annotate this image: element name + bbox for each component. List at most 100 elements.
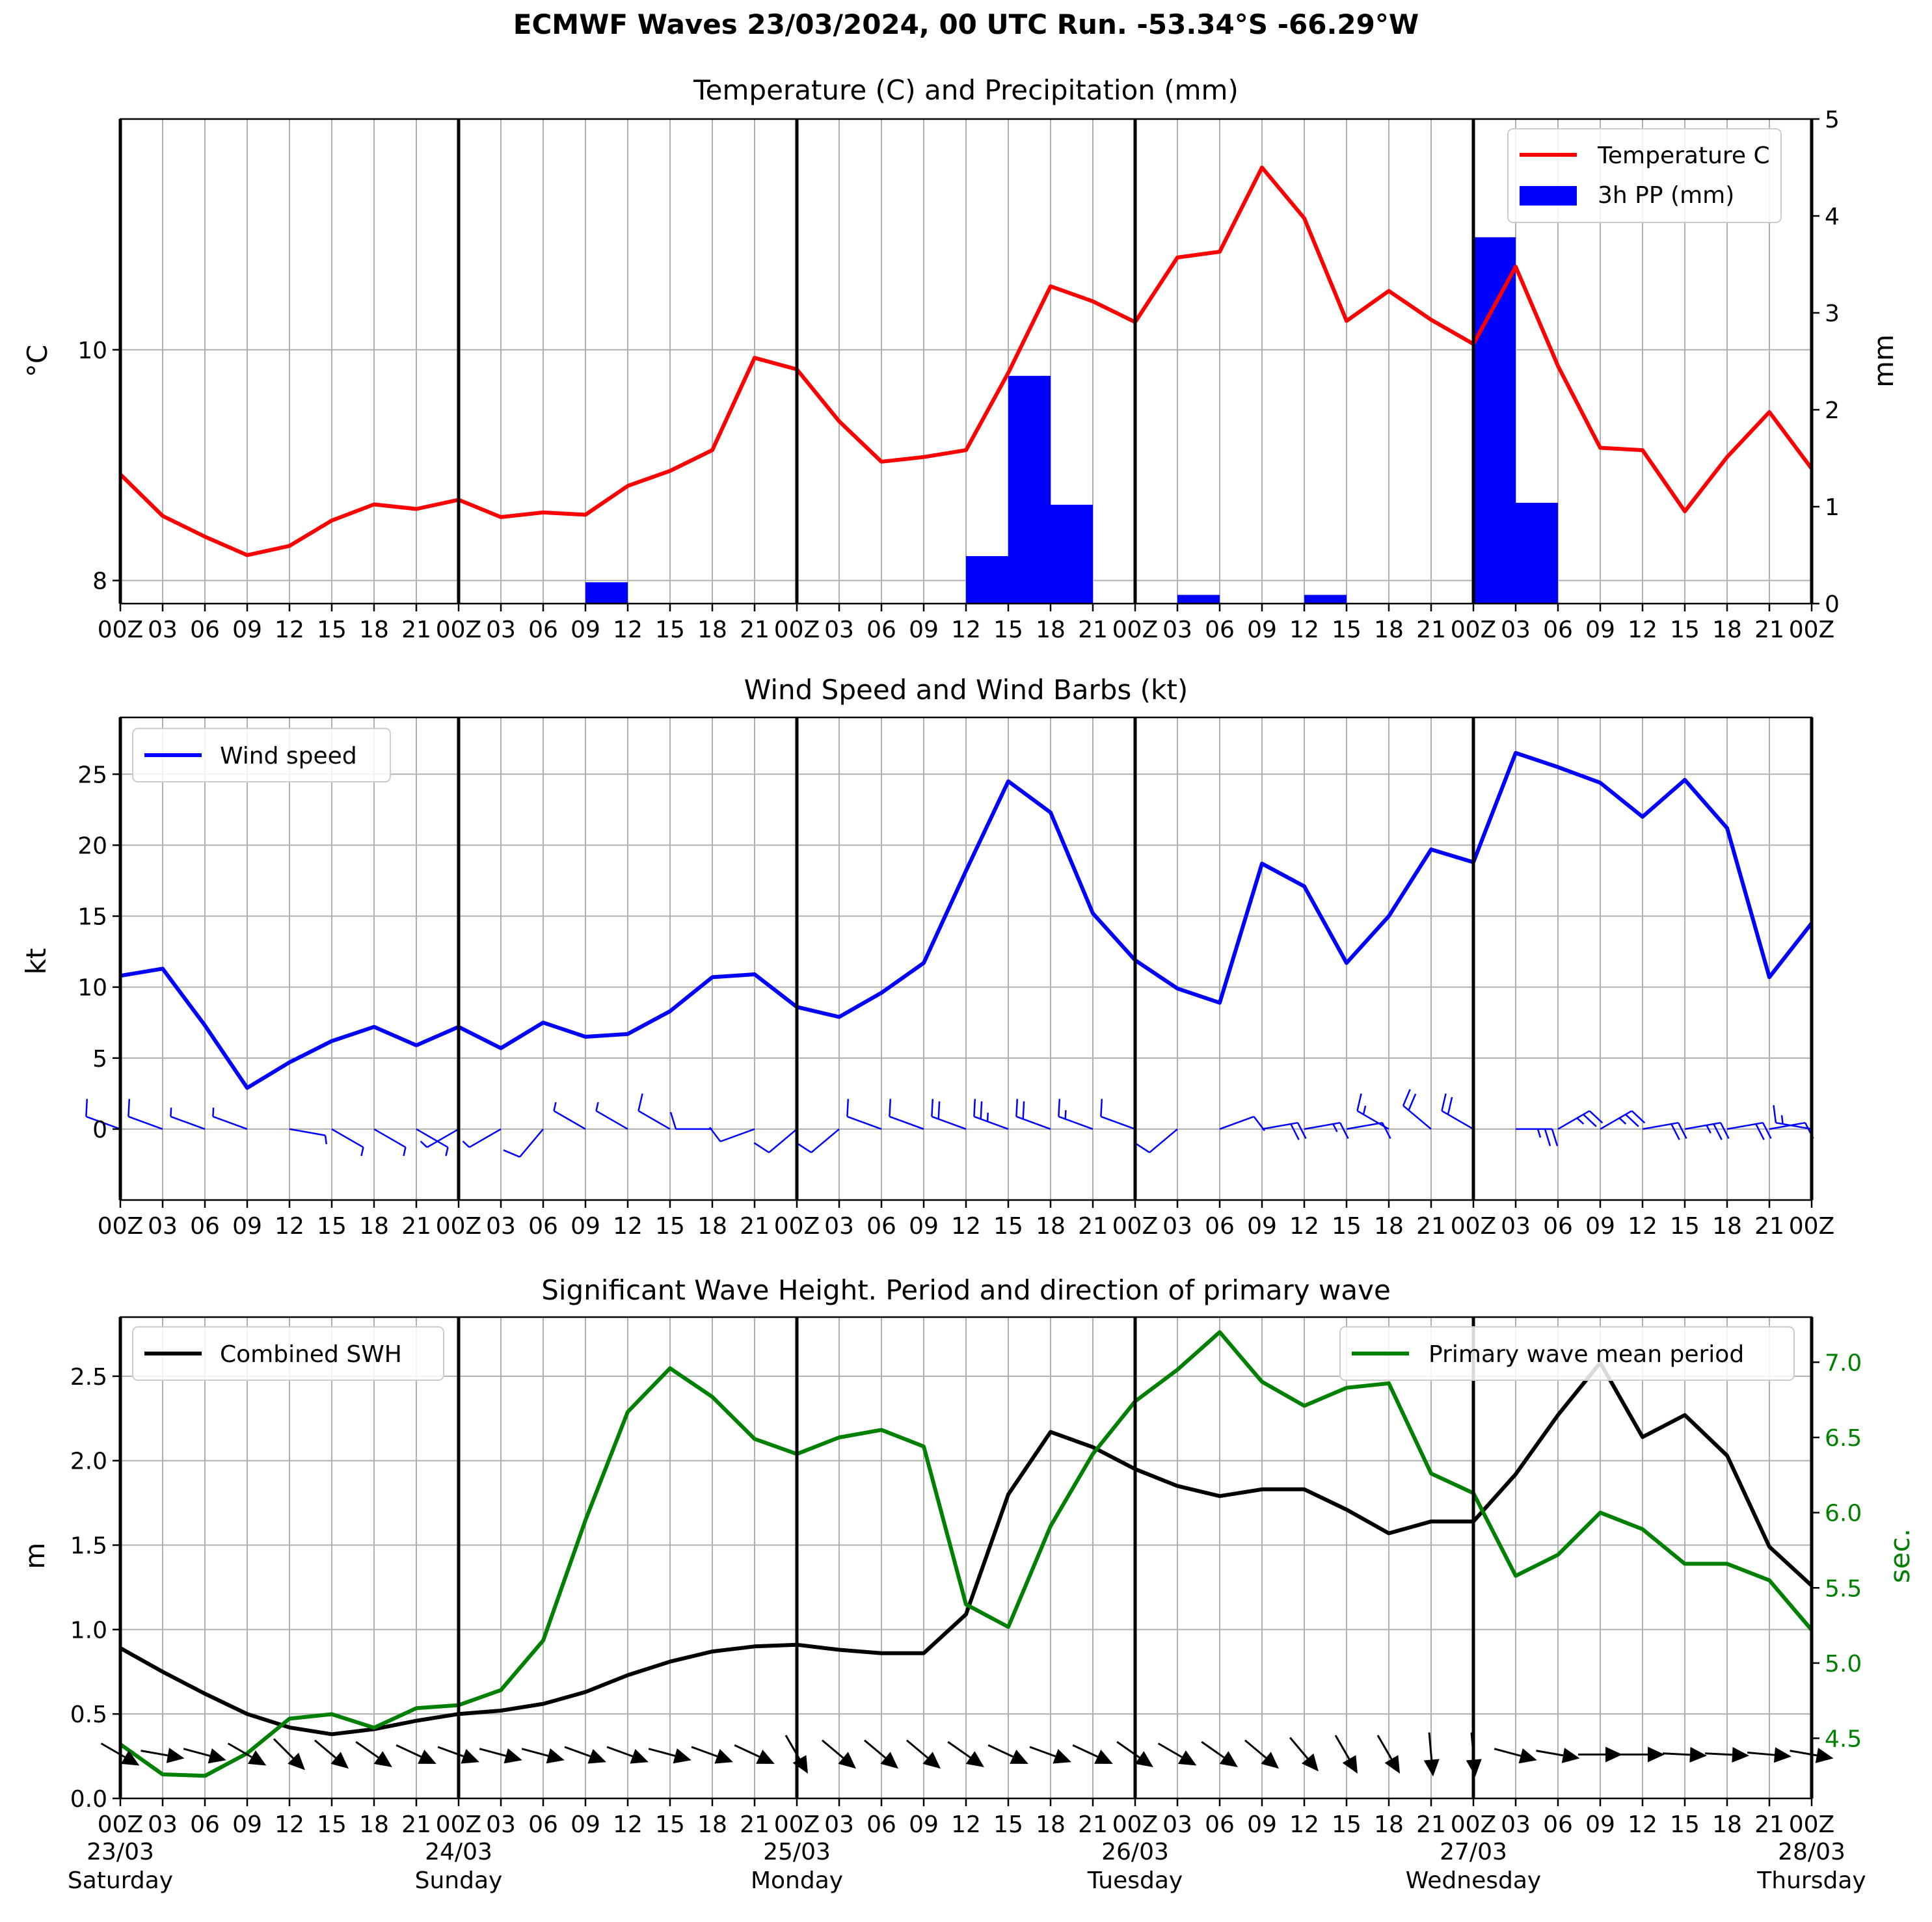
y-tick-label: 0	[92, 1117, 107, 1143]
y2-tick-label: 3	[1825, 300, 1840, 327]
wave-direction-arrow	[1747, 1747, 1791, 1763]
x-tick-label: 00Z	[436, 617, 481, 643]
wave-arrow-shaft	[273, 1738, 294, 1759]
x-tick-label: 12	[1628, 617, 1657, 643]
wind-barb	[331, 1128, 364, 1156]
wave-direction-arrow	[863, 1739, 898, 1769]
x-tick-label: 12	[613, 1811, 643, 1838]
x-tick-label: 09	[1585, 1811, 1615, 1838]
day-date-label: 25/03	[763, 1839, 831, 1865]
wave-direction-arrow	[1244, 1739, 1279, 1769]
wave-arrow-head	[1177, 1750, 1197, 1766]
x-tick-label: 09	[1247, 1213, 1277, 1240]
x-tick-label: 00Z	[98, 617, 143, 643]
wave-arrow-shaft	[1494, 1748, 1522, 1757]
wind-lines	[120, 751, 1814, 1090]
wind-barb	[1600, 1110, 1646, 1130]
x-tick-label: 00Z	[1789, 1213, 1834, 1240]
wave-direction-arrow	[906, 1739, 941, 1769]
wave-title: Significant Wave Height. Period and dire…	[541, 1274, 1391, 1306]
x-tick-label: 18	[359, 1213, 389, 1240]
wave-direction-arrow	[479, 1748, 522, 1764]
wave-arrow-head	[1732, 1746, 1749, 1763]
wave-arrow-head	[1261, 1752, 1279, 1769]
wave-arrow-shaft	[906, 1739, 929, 1759]
x-tick-label: 00Z	[1451, 1213, 1496, 1240]
wind-barb	[1015, 1099, 1051, 1130]
x-tick-label: 00Z	[436, 1811, 481, 1838]
x-tick-label: 12	[1289, 1811, 1319, 1838]
precip-legend-swatch	[1520, 186, 1577, 206]
x-tick-label: 06	[866, 1811, 896, 1838]
x-tick-label: 21	[401, 617, 431, 643]
x-tick-label: 15	[1670, 1811, 1700, 1838]
x-tick-label: 00Z	[1112, 1811, 1158, 1838]
wind-legend: Wind speed	[132, 728, 391, 782]
x-tick-label: 18	[359, 617, 389, 643]
wave-arrow-shaft	[691, 1746, 718, 1757]
x-tick-label: 21	[1416, 1213, 1446, 1240]
wind-barb	[373, 1128, 407, 1156]
day-name-label: Thursday	[1756, 1867, 1866, 1894]
wind-barb	[462, 1128, 502, 1148]
x-tick-label: 00Z	[1112, 1213, 1158, 1240]
wave-arrow-head	[546, 1748, 565, 1764]
wind-ylabel: kt	[20, 948, 52, 975]
y2-tick-label: 6.5	[1825, 1425, 1862, 1452]
wind-barb	[1516, 1128, 1559, 1147]
x-tick-label: 18	[1712, 617, 1742, 643]
wave-direction-arrow	[1578, 1746, 1622, 1763]
x-tick-label: 06	[528, 617, 558, 643]
wave-arrow-shaft	[821, 1739, 844, 1759]
y-tick-label: 10	[77, 338, 107, 364]
wind-barb	[1058, 1099, 1093, 1130]
wave-direction-arrows	[100, 1732, 1834, 1777]
x-tick-label: 03	[486, 617, 516, 643]
x-tick-label: 18	[1374, 1811, 1404, 1838]
wind-barb	[170, 1108, 206, 1130]
day-name-label: Wednesday	[1406, 1867, 1541, 1894]
x-tick-label: 09	[1585, 617, 1615, 643]
wave-arrow-head	[373, 1751, 392, 1767]
wave-arrow-shaft	[987, 1744, 1013, 1758]
wave-arrow-shaft	[1157, 1742, 1183, 1758]
x-tick-label: 18	[1036, 1213, 1066, 1240]
x-tick-label: 18	[697, 1213, 727, 1240]
x-tick-label: 21	[1078, 1213, 1108, 1240]
wave-arrow-head	[673, 1748, 691, 1764]
wind-title: Wind Speed and Wind Barbs (kt)	[744, 674, 1188, 706]
wave-arrow-head	[922, 1752, 941, 1769]
wave-arrow-shaft	[606, 1746, 634, 1757]
x-tick-label: 03	[824, 1811, 854, 1838]
wind-barb	[1356, 1093, 1389, 1130]
wave-direction-arrow	[1376, 1735, 1400, 1774]
wave-arrow-head	[1561, 1748, 1580, 1763]
x-tick-label: 00Z	[1112, 617, 1158, 643]
x-tick-label: 21	[740, 1213, 770, 1240]
wave-direction-arrow	[1662, 1746, 1707, 1763]
x-tick-label: 18	[1036, 1811, 1066, 1838]
temperature-legend: Temperature C 3h PP (mm)	[1507, 128, 1782, 223]
x-tick-label: 00Z	[1789, 1811, 1834, 1838]
swh-legend-label: Combined SWH	[220, 1341, 402, 1368]
period-legend-label: Primary wave mean period	[1429, 1341, 1744, 1368]
wind-barb	[595, 1102, 628, 1130]
wave-arrow-shaft	[1662, 1752, 1691, 1756]
wind-barb	[416, 1128, 449, 1156]
x-tick-label: 12	[1628, 1213, 1657, 1240]
x-tick-label: 15	[1332, 1811, 1362, 1838]
wave-arrow-shaft	[479, 1748, 507, 1757]
wave-direction-arrow	[1201, 1741, 1238, 1767]
precip-bar	[1473, 237, 1516, 604]
wind-barb	[1261, 1121, 1307, 1140]
wind-barb	[1304, 1121, 1349, 1139]
x-tick-label: 00Z	[774, 1811, 820, 1838]
wind-barb	[1642, 1121, 1687, 1140]
wave-arrow-head	[461, 1749, 479, 1764]
period-ylabel: sec.	[1884, 1528, 1916, 1583]
x-tick-label: 21	[1416, 617, 1446, 643]
x-tick-label: 12	[1289, 617, 1319, 643]
y-tick-label: 8	[92, 568, 107, 595]
